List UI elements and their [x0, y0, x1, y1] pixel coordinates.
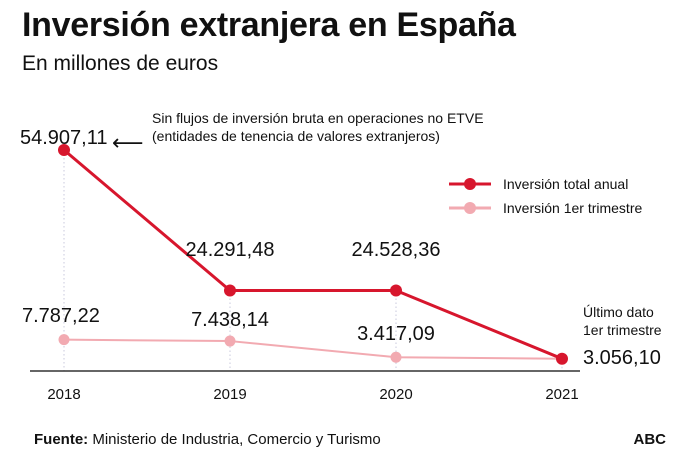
annual-point-2021 — [556, 352, 568, 365]
quarter-point-2019 — [224, 335, 236, 347]
brand-logo: ABC — [633, 431, 667, 448]
quarter-value-2018: 7.787,22 — [22, 305, 100, 327]
arrow-left-icon: ⟵ — [112, 130, 144, 155]
annual-point-2019 — [224, 284, 236, 297]
legend-quarter-label: Inversión 1er trimestre — [503, 200, 642, 216]
last-data-line2: 1er trimestre — [583, 322, 662, 338]
source-label: Fuente: — [34, 431, 89, 448]
x-tick-2021: 2021 — [545, 386, 578, 403]
chart-subtitle: En millones de euros — [22, 52, 219, 75]
x-axis-ticks: 2018 2019 2020 2021 — [47, 386, 578, 403]
series-annual — [58, 144, 568, 365]
annual-point-2018 — [58, 144, 70, 156]
annual-value-2018: 54.907,11 — [20, 127, 108, 149]
source-note: Fuente: Ministerio de Industria, Comerci… — [34, 431, 381, 448]
legend-quarter-marker — [464, 202, 476, 214]
x-tick-2019: 2019 — [213, 386, 246, 403]
quarter-point-2020 — [390, 351, 402, 363]
series-quarter — [58, 334, 568, 365]
annual-value-2020: 24.528,36 — [352, 239, 441, 261]
legend-annual-label: Inversión total anual — [503, 176, 628, 192]
annual-line — [63, 148, 563, 361]
legend: Inversión total anual Inversión 1er trim… — [449, 176, 642, 216]
x-tick-2020: 2020 — [379, 386, 412, 403]
quarter-point-2018 — [58, 334, 70, 346]
legend-annual-marker — [464, 178, 476, 190]
annual-value-2021: 3.056,10 — [583, 347, 661, 369]
value-labels: 54.907,11 24.291,48 24.528,36 3.056,10 7.787… — [20, 127, 661, 369]
chart-title: Inversión extranjera en España — [22, 6, 516, 44]
annual-point-2020 — [390, 284, 402, 297]
source-text: Ministerio de Industria, Comercio y Turi… — [92, 431, 381, 448]
annual-value-2019: 24.291,48 — [186, 239, 275, 261]
quarter-value-2020: 3.417,09 — [357, 323, 435, 345]
x-tick-2018: 2018 — [47, 386, 80, 403]
etve-note-line2: (entidades de tenencia de valores extran… — [152, 128, 440, 144]
quarter-value-2019: 7.438,14 — [191, 309, 269, 331]
quarter-line — [63, 338, 563, 360]
last-data-line1: Último dato — [583, 304, 654, 320]
etve-note-line1: Sin flujos de inversión bruta en operaci… — [152, 110, 484, 126]
